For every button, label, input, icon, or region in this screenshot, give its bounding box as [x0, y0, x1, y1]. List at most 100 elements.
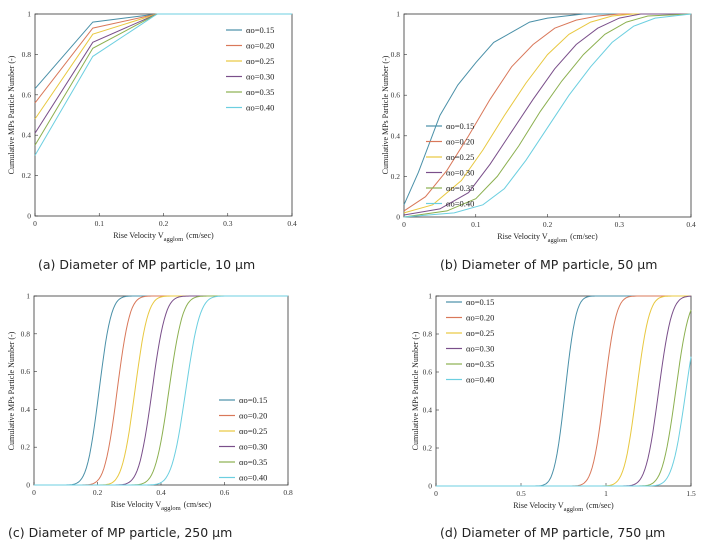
series-line-1 [403, 13, 691, 212]
chart-a-caption: (a) Diameter of MP particle, 10 μm [38, 257, 256, 272]
x-axis-label: Rise Velocity Vagglom (cm/sec) [113, 231, 214, 243]
x-tick-label: 0.5 [516, 489, 526, 498]
x-tick-label: 1.5 [686, 489, 696, 498]
x-axis-label: Rise Velocity Vagglom (cm/sec) [111, 500, 212, 512]
axes-frame [435, 295, 692, 487]
x-axis-label-sub: agglom [548, 237, 568, 244]
x-tick-label: 0 [32, 488, 36, 497]
x-axis-label-main: Rise Velocity V [513, 501, 564, 510]
x-tick-label: 0 [33, 219, 37, 228]
axes-frame [403, 13, 692, 218]
x-tick-label: 0.4 [287, 219, 297, 228]
x-axis-label-unit: (cm/sec) [586, 501, 614, 510]
x-tick-label: 0.3 [223, 219, 233, 228]
y-axis-label: Cumulative MPs Particle Number (-) [411, 331, 420, 450]
legend-entry-3: αo=0.30 [446, 168, 474, 178]
chart-d-caption: (d) Diameter of MP particle, 750 μm [440, 525, 666, 540]
x-axis-label-main: Rise Velocity V [113, 231, 164, 240]
y-tick-label: 0.2 [22, 171, 32, 180]
legend-entry-4: αo=0.35 [239, 457, 267, 467]
x-axis-label-unit: (cm/sec) [186, 231, 214, 240]
legend-entry-2: αo=0.25 [446, 152, 474, 162]
x-axis-label: Rise Velocity Vagglom (cm/sec) [513, 501, 614, 513]
x-tick-label: 0 [402, 220, 406, 229]
y-tick-label: 0 [396, 213, 400, 222]
legend-entry-4: αo=0.35 [246, 87, 274, 97]
chart-a-plot: 0 0.1 0.2 0.3 0.4 0 0.2 0.4 0.6 0.8 1 Rise Velocity… [7, 10, 297, 244]
legend-entry-2: αo=0.25 [246, 56, 274, 66]
series-line-5 [34, 13, 292, 156]
y-tick-label: 0.4 [423, 406, 433, 415]
x-axis-label-unit: (cm/sec) [570, 232, 598, 241]
chart-panel-b: 0 0.1 0.2 0.3 0.4 0 0.2 0.4 0.6 0.8 1 Rise Velocity… [356, 0, 711, 275]
x-tick-label: 0.1 [95, 219, 105, 228]
chart-b-plot: 0 0.1 0.2 0.3 0.4 0 0.2 0.4 0.6 0.8 1 Rise Velocity… [381, 10, 696, 245]
y-axis-label: Cumulative MPs Particle Number (-) [7, 331, 16, 450]
chart-c-caption: (c) Diameter of MP particle, 250 μm [8, 525, 233, 540]
y-tick-label: 0.6 [21, 367, 31, 376]
series-line-5 [436, 356, 692, 487]
series-line-0 [403, 13, 691, 206]
legend-entry-0: αo=0.15 [246, 25, 274, 35]
y-tick-label: 0.4 [391, 131, 401, 140]
legend-entry-3: αo=0.30 [239, 442, 267, 452]
y-axis-label: Cumulative MPs Particle Number (-) [381, 55, 390, 174]
chart-panel-c: 0 0.2 0.4 0.6 0.8 0 0.2 0.4 0.6 0.8 1 Rise Velocity… [0, 276, 355, 551]
x-tick-label: 1 [604, 489, 608, 498]
x-axis-label: Rise Velocity Vagglom (cm/sec) [497, 232, 598, 244]
y-tick-label: 1 [396, 10, 400, 19]
y-tick-label: 0.4 [22, 131, 32, 140]
axes-frame [33, 295, 289, 486]
y-tick-label: 0.8 [391, 50, 401, 59]
series-line-3 [403, 13, 691, 216]
x-axis-label-sub: agglom [161, 505, 181, 512]
chart-c-plot: 0 0.2 0.4 0.6 0.8 0 0.2 0.4 0.6 0.8 1 Rise Velocity… [7, 292, 293, 513]
x-axis-label-unit: (cm/sec) [184, 500, 212, 509]
legend-entry-1: αo=0.20 [466, 313, 494, 323]
x-tick-label: 0.6 [220, 488, 230, 497]
legend-entry-0: αo=0.15 [466, 297, 494, 307]
legend-entry-5: αo=0.40 [446, 199, 474, 209]
chart-d-plot: 0 0.5 1 1.5 0 0.2 0.4 0.6 0.8 1 Rise Velocity Vagg… [411, 292, 696, 514]
series-line-5 [403, 13, 692, 218]
legend-entry-3: αo=0.30 [246, 72, 274, 82]
x-tick-label: 0.4 [156, 488, 166, 497]
series-line-5 [34, 295, 288, 486]
y-tick-label: 0.2 [423, 444, 433, 453]
x-tick-label: 0 [434, 489, 438, 498]
chart-b-caption: (b) Diameter of MP particle, 50 μm [440, 257, 658, 272]
legend-entry-3: αo=0.30 [466, 344, 494, 354]
legend-entry-5: αo=0.40 [239, 473, 267, 483]
x-tick-label: 0.3 [615, 220, 625, 229]
x-tick-label: 0.2 [543, 220, 553, 229]
y-tick-label: 0.4 [21, 405, 31, 414]
series-line-4 [403, 13, 692, 218]
y-tick-label: 0 [27, 212, 31, 221]
legend-entry-0: αo=0.15 [239, 395, 267, 405]
y-tick-label: 0.8 [22, 50, 32, 59]
y-tick-label: 1 [27, 10, 31, 19]
y-tick-label: 0.6 [423, 368, 433, 377]
x-tick-label: 0.2 [159, 219, 169, 228]
legend-entry-4: αo=0.35 [466, 359, 494, 369]
legend-entry-1: αo=0.20 [446, 137, 474, 147]
x-tick-label: 0.4 [686, 220, 696, 229]
legend-entry-1: αo=0.20 [246, 41, 274, 51]
y-tick-label: 0.8 [423, 330, 433, 339]
legend-entry-4: αo=0.35 [446, 183, 474, 193]
legend-entry-0: αo=0.15 [446, 121, 474, 131]
legend-entry-1: αo=0.20 [239, 411, 267, 421]
x-tick-label: 0.8 [283, 488, 293, 497]
chart-panel-d: 0 0.5 1 1.5 0 0.2 0.4 0.6 0.8 1 Rise Velocity Vagg… [356, 276, 711, 551]
x-axis-label-main: Rise Velocity V [111, 500, 162, 509]
series-line-2 [403, 13, 691, 214]
x-axis-label-sub: agglom [164, 236, 184, 243]
y-tick-label: 0 [26, 481, 30, 490]
x-tick-label: 0.1 [471, 220, 481, 229]
x-axis-label-sub: agglom [564, 506, 584, 513]
y-tick-label: 0.2 [21, 443, 31, 452]
x-axis-label-main: Rise Velocity V [497, 232, 548, 241]
legend-entry-2: αo=0.25 [239, 426, 267, 436]
y-tick-label: 0.2 [391, 172, 401, 181]
y-tick-label: 0 [428, 482, 432, 491]
